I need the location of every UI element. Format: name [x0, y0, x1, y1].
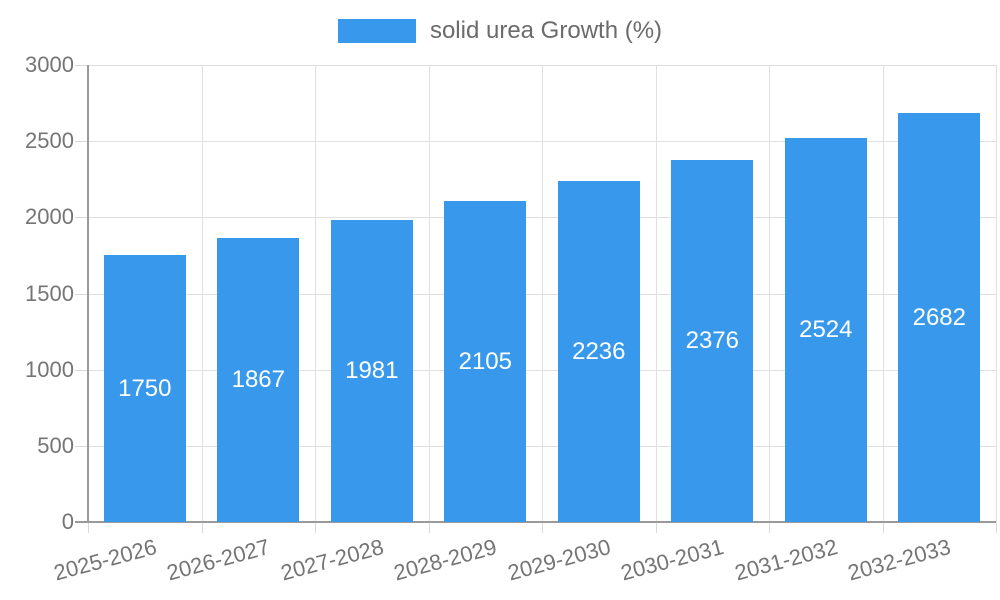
y-tick-label: 2000 [25, 204, 74, 230]
bar[interactable]: 2236 [557, 181, 640, 522]
legend-label: solid urea Growth (%) [429, 17, 663, 44]
y-axis-line [87, 65, 89, 522]
y-tick-label: 2500 [25, 128, 74, 154]
y-tick-mark [75, 141, 88, 143]
x-tick-mark [315, 522, 316, 533]
bar-value-label: 2105 [458, 347, 512, 375]
x-tick-mark [996, 522, 997, 533]
y-tick-label: 1000 [25, 356, 74, 382]
y-tick-label: 500 [37, 432, 74, 458]
y-tick-mark [75, 293, 88, 295]
x-tick-mark [428, 522, 430, 533]
x-tick-mark [542, 522, 543, 533]
y-tick-label: 0 [61, 509, 74, 534]
bar-value-label: 2524 [799, 315, 853, 343]
y-tick-label: 1500 [25, 280, 74, 306]
x-gridline [655, 65, 657, 522]
x-gridline [882, 65, 884, 522]
bar[interactable]: 2682 [898, 113, 981, 522]
bar-value-label: 1981 [345, 357, 399, 385]
bar-value-label: 2236 [572, 337, 626, 365]
bar[interactable]: 2105 [444, 201, 527, 522]
x-gridline [996, 65, 997, 522]
x-axis-line [75, 521, 996, 523]
bar-value-label: 1750 [118, 374, 172, 402]
y-tick-mark [75, 217, 88, 219]
bar-value-label: 2376 [685, 327, 739, 355]
bar[interactable]: 2524 [784, 137, 867, 522]
y-tick-mark [75, 65, 88, 66]
legend[interactable]: solid urea Growth (%) [0, 17, 1000, 45]
bar-value-label: 1867 [231, 365, 285, 393]
bar[interactable]: 2376 [671, 160, 754, 522]
x-tick-mark [882, 522, 884, 533]
x-gridline [315, 65, 316, 522]
x-gridline [542, 65, 543, 522]
x-tick-mark [88, 522, 89, 533]
x-tick-mark [655, 522, 657, 533]
bar-value-label: 2682 [912, 303, 966, 331]
x-gridline [201, 65, 203, 522]
legend-swatch [337, 19, 416, 43]
x-gridline [428, 65, 430, 522]
y-tick-mark [75, 369, 88, 371]
x-gridline [769, 65, 770, 522]
bar[interactable]: 1750 [103, 255, 186, 522]
y-tick-label: 3000 [25, 52, 74, 77]
y-tick-mark [75, 445, 88, 447]
x-tick-mark [201, 522, 203, 533]
bar[interactable]: 1981 [330, 220, 413, 522]
x-tick-mark [769, 522, 770, 533]
bar[interactable]: 1867 [217, 237, 300, 522]
